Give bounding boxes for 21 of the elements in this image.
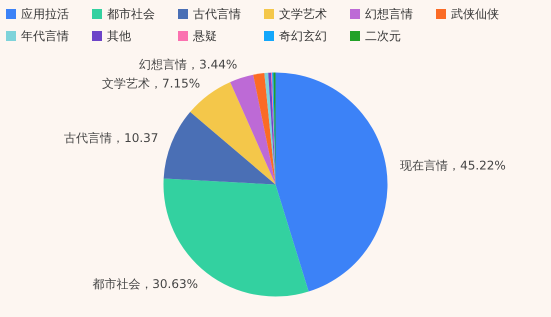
- legend-label: 应用拉活: [21, 7, 69, 21]
- pie-slice: [164, 112, 276, 184]
- legend-label: 其他: [107, 29, 131, 43]
- pie-slice: [253, 73, 276, 184]
- pie-slice: [264, 72, 276, 184]
- legend-label: 悬疑: [192, 29, 217, 43]
- legend-label: 奇幻玄幻: [279, 29, 327, 43]
- legend-label: 幻想言情: [365, 7, 413, 21]
- legend-label: 古代言情: [193, 7, 241, 21]
- legend-label: 文学艺术: [279, 7, 327, 21]
- data-label: 古代言情，10.37: [64, 130, 158, 145]
- pie-slice: [276, 72, 388, 292]
- pie-slice: [230, 74, 276, 184]
- data-label: 都市社会，30.63%: [92, 276, 198, 291]
- legend-label: 二次元: [365, 29, 401, 43]
- legend-label: 年代言情: [21, 29, 69, 43]
- data-label: 幻想言情，3.44%: [139, 57, 238, 72]
- legend-label: 都市社会: [107, 7, 155, 21]
- data-label: 现在言情，45.22%: [400, 158, 506, 173]
- data-label: 文学艺术，7.15%: [102, 76, 200, 91]
- legend-label: 武侠仙侠: [451, 7, 499, 21]
